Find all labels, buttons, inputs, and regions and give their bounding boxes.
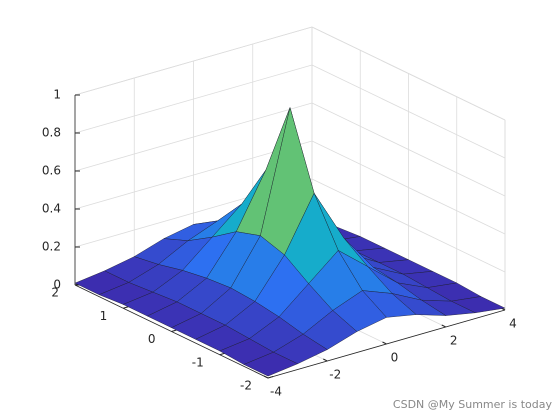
tick-mark	[123, 306, 129, 309]
y-tick-label: -1	[192, 355, 204, 369]
y-tick-label: 2	[51, 286, 59, 300]
surface-cell	[243, 351, 299, 377]
z-tick-label: 0.6	[42, 164, 61, 178]
grid-line	[74, 102, 313, 172]
watermark: CSDN @My Summer is today	[393, 398, 553, 411]
grid-line	[311, 64, 506, 159]
z-tick-label: 0.8	[42, 126, 61, 140]
grid-line	[74, 64, 313, 134]
tick-mark	[382, 341, 387, 345]
z-tick-label: 0.4	[42, 202, 61, 216]
z-tick-label: 0	[53, 278, 61, 292]
grid-line	[311, 140, 506, 235]
tick-mark	[171, 329, 177, 332]
x-tick-label: -4	[270, 385, 282, 399]
tick-mark	[263, 375, 269, 379]
y-tick-label: 1	[100, 309, 108, 323]
tick-mark	[267, 376, 274, 379]
grid-line	[311, 178, 506, 273]
x-tick-label: -2	[329, 368, 341, 382]
x-tick-label: 2	[450, 334, 458, 348]
y-tick-label: -2	[240, 379, 252, 393]
x-tick-label: 0	[391, 351, 399, 365]
tick-mark	[323, 358, 328, 362]
grid-line	[311, 102, 506, 197]
grid-line	[74, 26, 313, 96]
y-tick-label: 0	[148, 332, 156, 346]
z-tick-label: 1	[53, 88, 61, 102]
grid-line	[311, 26, 506, 121]
tick-mark	[441, 324, 446, 328]
z-tick-label: 0.2	[42, 240, 61, 254]
x-tick-label: 4	[509, 317, 517, 331]
